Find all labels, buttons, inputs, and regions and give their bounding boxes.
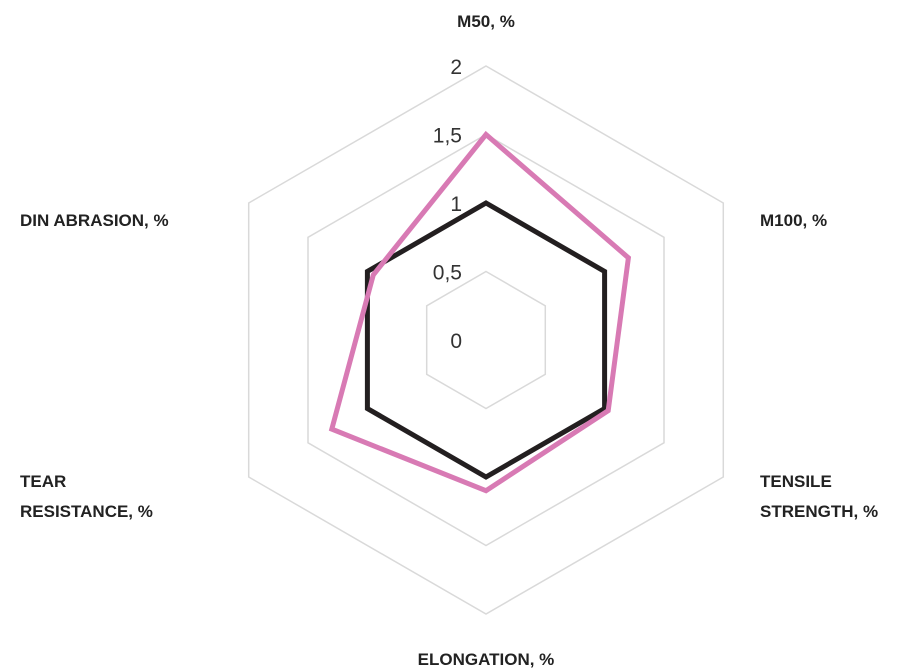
axis-label-5: TEAR RESISTANCE, % (20, 472, 153, 521)
grid-ring-4 (247, 65, 725, 615)
radar-grid (247, 65, 725, 615)
series-2-line (328, 130, 632, 494)
radial-tick-labels: 0 0,5 1 1,5 2 (433, 56, 462, 353)
axis-label-2: M100, % (760, 211, 827, 230)
axis-label-4: ELONGATION, % (418, 650, 555, 669)
axis-label-line: TENSILE (760, 472, 832, 491)
tick-label: 2 (450, 56, 462, 79)
axis-label-line: ELONGATION, % (418, 650, 555, 669)
axis-label-line: TEAR (20, 472, 66, 491)
grid-ring-3 (307, 133, 665, 547)
axis-label-1: M50, % (457, 12, 515, 31)
tick-label: 1,5 (433, 125, 462, 148)
axis-label-line: STRENGTH, % (760, 502, 878, 521)
axis-label-line: M50, % (457, 12, 515, 31)
grid-ring-1 (425, 270, 547, 410)
tick-label: 0 (450, 330, 462, 353)
axis-label-line: DIN ABRASION, % (20, 211, 169, 230)
axis-label-line: RESISTANCE, % (20, 502, 153, 521)
radar-series (328, 130, 632, 494)
series-1-line (364, 200, 608, 480)
axis-label-3: TENSILE STRENGTH, % (760, 472, 878, 521)
axis-label-6: DIN ABRASION, % (20, 211, 169, 230)
axis-labels: M50, % M100, % TENSILE STRENGTH, % ELONGATIO… (20, 12, 878, 669)
axis-label-line: M100, % (760, 211, 827, 230)
tick-label: 0,5 (433, 262, 462, 285)
tick-label: 1 (450, 193, 462, 216)
